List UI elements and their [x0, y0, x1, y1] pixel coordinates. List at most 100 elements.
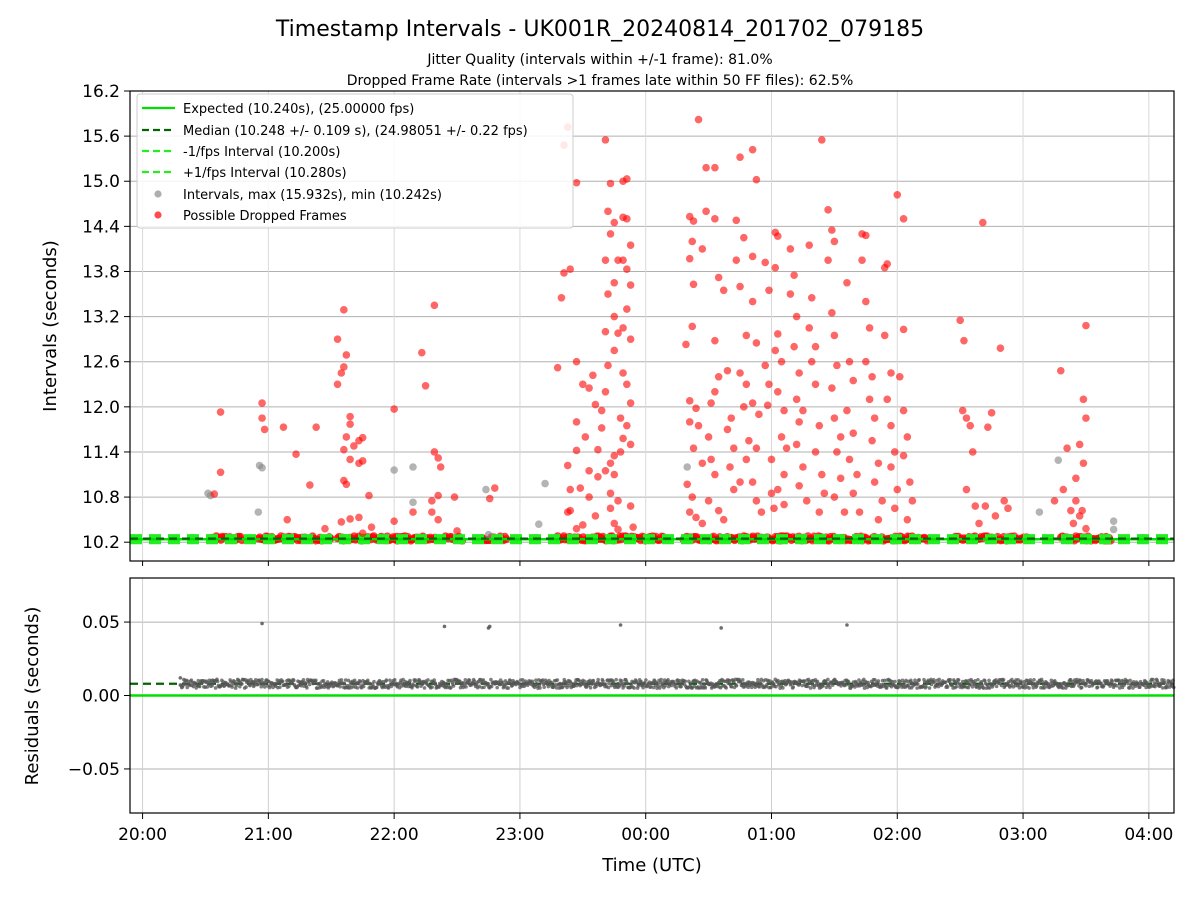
residual-point	[343, 678, 348, 682]
residual-point	[1126, 681, 1130, 686]
dropped-frame-point	[591, 512, 600, 520]
residual-point	[800, 683, 805, 688]
dropped-frame-point	[216, 468, 225, 477]
interval-point	[1035, 508, 1044, 516]
residual-point	[924, 684, 928, 689]
residual-point	[683, 679, 688, 684]
dropped-frame-point	[342, 433, 351, 441]
residual-point	[882, 678, 887, 683]
residual-point	[197, 684, 202, 689]
residual-point	[215, 679, 220, 684]
dropped-frame-point	[685, 254, 694, 263]
dropped-frame-point	[773, 388, 782, 396]
dropped-frame-point	[719, 515, 728, 524]
dropped-frame-point	[777, 433, 786, 441]
residual-point	[482, 685, 486, 690]
dropped-frame-point	[714, 372, 723, 381]
residual-point	[481, 678, 486, 682]
residual-point	[230, 685, 234, 689]
dropped-frame-point	[748, 478, 757, 486]
dropped-frame-point	[591, 400, 600, 409]
intervals-y-tick-label: 10.2	[82, 533, 120, 553]
dropped-frame-point	[865, 395, 874, 404]
dropped-frame-point	[623, 175, 631, 183]
dropped-frame-point	[740, 233, 748, 242]
dropped-frame-point	[692, 513, 700, 522]
dropped-frame-point	[874, 459, 883, 468]
residual-point	[1042, 685, 1047, 690]
residual-outlier-point	[178, 676, 183, 680]
dropped-frame-point	[566, 485, 575, 494]
dropped-frame-point	[975, 519, 983, 528]
residual-point	[783, 678, 787, 683]
dropped-frame-point	[727, 414, 736, 422]
dropped-frame-point	[1056, 366, 1065, 375]
residual-point	[1117, 679, 1121, 683]
residual-point	[381, 679, 385, 684]
dropped-frame-point	[453, 527, 461, 535]
dropped-frame-point	[742, 331, 751, 340]
dropped-frame-point	[601, 136, 610, 144]
legend-label-minus-fps: -1/fps Interval (10.200s)	[183, 145, 340, 160]
dropped-frame-point	[585, 493, 593, 501]
dropped-frame-point	[736, 153, 744, 161]
dropped-frame-point	[682, 340, 690, 349]
dropped-frame-point	[981, 502, 990, 510]
dropped-frame-point	[1078, 506, 1086, 515]
dropped-frame-point	[723, 425, 732, 434]
dropped-frame-point	[698, 459, 707, 468]
dropped-frame-point	[795, 482, 803, 490]
intervals-y-tick-label: 16.2	[82, 82, 120, 102]
dropped-frame-point	[849, 376, 858, 385]
residual-point	[365, 678, 370, 683]
residual-point	[659, 677, 663, 682]
dropped-frame-point	[862, 357, 870, 366]
dropped-frame-point	[614, 497, 622, 505]
dropped-frame-point	[811, 448, 820, 456]
residual-point	[184, 682, 188, 687]
intervals-y-tick-label: 14.4	[82, 217, 120, 237]
dropped-frame-point	[601, 256, 610, 265]
dropped-frame-point	[606, 179, 615, 188]
residual-point	[740, 677, 745, 682]
legend-box	[136, 93, 574, 229]
residuals-y-tick-label: 0.00	[82, 687, 120, 707]
dropped-frame-point	[566, 265, 575, 274]
dropped-frame-point	[312, 423, 320, 431]
dropped-frame-point	[726, 463, 734, 471]
residual-point	[213, 686, 218, 690]
dropped-frame-point	[740, 403, 748, 411]
intervals-plot-frame	[129, 90, 1175, 562]
x-tick-label: 20:00	[118, 825, 167, 845]
interval-point	[683, 463, 692, 471]
residual-point	[463, 678, 468, 682]
residual-point	[611, 680, 616, 685]
dropped-frame-point	[572, 357, 581, 366]
residual-point	[821, 684, 825, 688]
intervals-y-tick-label: 15.0	[82, 172, 120, 192]
intervals-y-axis-label: Intervals (seconds)	[40, 240, 61, 412]
residuals-y-tick-label: −0.05	[68, 760, 120, 780]
dropped-frame-point	[824, 206, 832, 214]
residual-point	[625, 681, 630, 686]
dropped-frame-point	[614, 329, 622, 337]
dropped-frame-point	[887, 369, 895, 377]
intervals-y-tick-label: 13.2	[82, 308, 120, 328]
dropped-frame-point	[579, 380, 587, 389]
residual-point	[555, 678, 560, 682]
dropped-frame-point	[1082, 524, 1090, 533]
dropped-frame-point	[748, 252, 757, 261]
dropped-frame-point	[1059, 485, 1068, 494]
dropped-frame-point	[1050, 497, 1059, 505]
residual-point	[936, 684, 941, 689]
residual-outlier-point	[260, 621, 264, 626]
dropped-frame-point	[805, 324, 814, 332]
residual-point	[260, 677, 264, 682]
dropped-frame-point	[572, 524, 581, 533]
residual-point	[896, 685, 901, 689]
dropped-frame-point	[996, 344, 1005, 352]
dropped-frame-point	[698, 245, 707, 253]
residuals-points	[178, 621, 1176, 690]
dropped-frame-point	[748, 297, 757, 306]
